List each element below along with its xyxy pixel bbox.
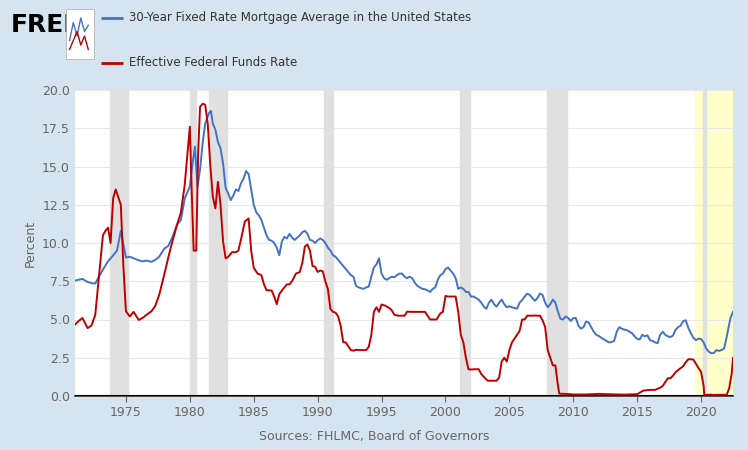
Bar <box>547 90 567 396</box>
Bar <box>695 90 733 396</box>
Bar <box>703 90 706 396</box>
Text: FRED: FRED <box>11 13 85 37</box>
Bar <box>461 90 470 396</box>
Text: Sources: FHLMC, Board of Governors: Sources: FHLMC, Board of Governors <box>259 430 489 443</box>
Text: Effective Federal Funds Rate: Effective Federal Funds Rate <box>129 57 298 69</box>
Bar <box>110 90 128 396</box>
Text: 30-Year Fixed Rate Mortgage Average in the United States: 30-Year Fixed Rate Mortgage Average in t… <box>129 12 472 24</box>
Bar <box>209 90 227 396</box>
Y-axis label: Percent: Percent <box>23 220 37 266</box>
Bar <box>190 90 196 396</box>
Bar <box>324 90 333 396</box>
FancyBboxPatch shape <box>66 9 94 58</box>
